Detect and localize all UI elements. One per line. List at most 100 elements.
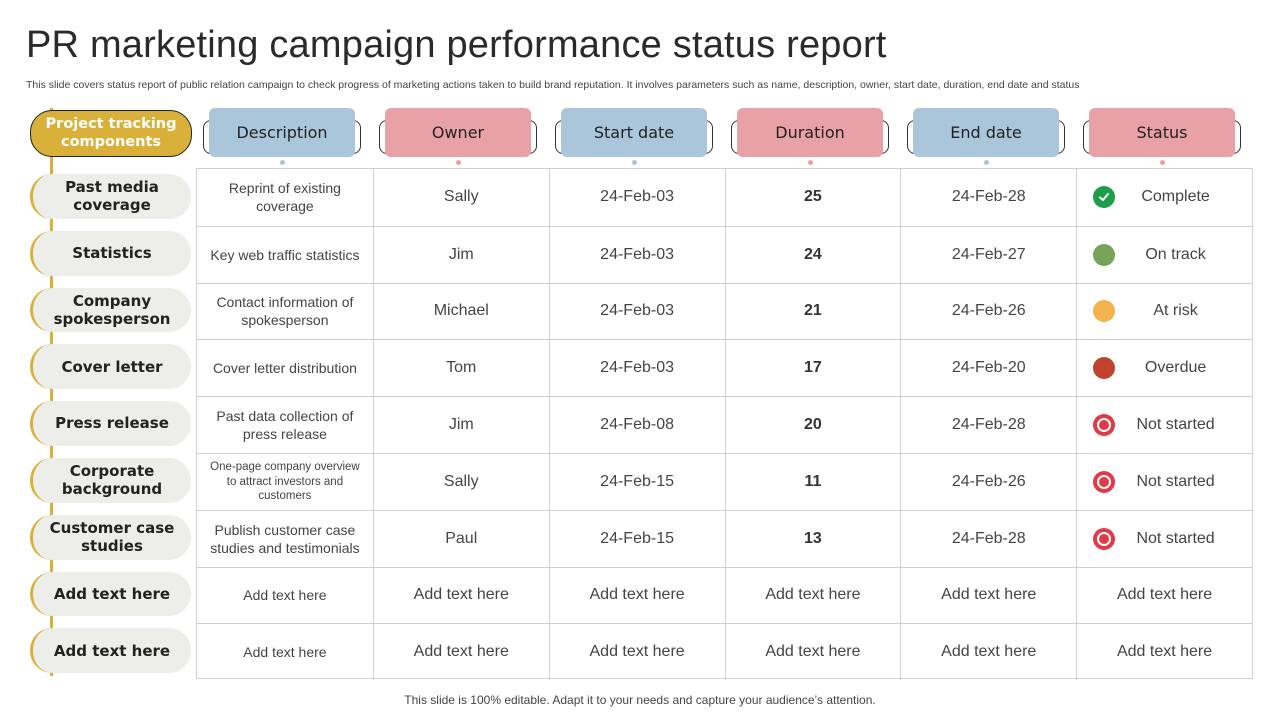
cell-duration: 17	[724, 340, 901, 397]
cell-duration: 13	[724, 510, 901, 567]
header-dot	[280, 160, 285, 165]
table-row: Past data collection of press release Jim…	[197, 396, 1252, 453]
cell-owner: Jim	[372, 226, 549, 283]
cell-duration: 11	[724, 454, 901, 510]
column-header-status: Status	[1083, 108, 1241, 165]
cell-duration: 20	[724, 397, 901, 453]
cell-status: Not started	[1076, 397, 1252, 453]
column-header-owner: Owner	[379, 108, 537, 165]
rail-item: Statistics	[30, 230, 191, 276]
rail-item: Past media coverage	[30, 174, 191, 219]
cell-end: 24-Feb-27	[900, 226, 1076, 283]
cell-end: Add text here	[900, 567, 1076, 624]
cell-start: 24-Feb-03	[548, 340, 725, 397]
cell-status: Not started	[1076, 510, 1252, 567]
cell-owner: Paul	[372, 510, 549, 567]
header-dot	[984, 160, 989, 165]
record-icon	[1093, 414, 1116, 437]
cell-description: Contact information of spokesperson	[216, 294, 354, 329]
cell-start: 24-Feb-15	[548, 510, 725, 567]
cell-start: 24-Feb-03	[548, 226, 725, 283]
cell-status: On track	[1076, 226, 1252, 283]
table-row: Add text here Add text here Add text here A…	[197, 566, 1252, 624]
header-label: Owner	[385, 108, 531, 157]
status-label: Not started	[1136, 416, 1215, 434]
table-row: Contact information of spokesperson Micha…	[197, 282, 1252, 340]
page-title: PR marketing campaign performance status…	[26, 24, 887, 66]
cell-description: Cover letter distribution	[212, 360, 357, 377]
column-header-end-date: End date	[907, 108, 1065, 165]
record-icon	[1093, 470, 1116, 493]
cell-status: Not started	[1076, 454, 1252, 510]
header-dot	[1160, 160, 1165, 165]
table-row: Key web traffic statistics Jim 24-Feb-03 24…	[197, 225, 1252, 283]
header-label: Status	[1089, 108, 1235, 157]
cell-owner: Michael	[372, 283, 549, 340]
check-icon	[1093, 186, 1116, 209]
cell-end: 24-Feb-20	[900, 340, 1076, 397]
cell-start: Add text here	[548, 567, 725, 624]
rail-item: Cover letter	[30, 344, 191, 390]
cell-owner: Add text here	[372, 567, 549, 624]
header-dot	[456, 160, 461, 165]
header-label: Start date	[561, 108, 707, 157]
table-row: Publish customer case studies and testim…	[197, 509, 1252, 567]
cell-owner: Tom	[372, 340, 549, 397]
cell-duration: 25	[724, 169, 901, 226]
status-label: Overdue	[1144, 359, 1207, 377]
cell-end: 24-Feb-28	[900, 397, 1076, 453]
cell-description: Key web traffic statistics	[210, 246, 360, 263]
red-dot-icon	[1093, 357, 1116, 380]
cell-owner: Add text here	[372, 624, 549, 681]
cell-description: One-page company overview to attract inv…	[210, 461, 360, 503]
rail-item: Corporate background	[30, 458, 191, 503]
status-table: Reprint of existing coverage Sally 24-Feb-…	[196, 168, 1253, 681]
cell-start: 24-Feb-08	[548, 397, 725, 453]
status-label: On track	[1145, 245, 1206, 263]
cell-owner: Jim	[372, 397, 549, 453]
header-label: End date	[913, 108, 1059, 157]
amber-dot-icon	[1093, 300, 1116, 323]
cell-owner: Sally	[372, 454, 549, 510]
cell-end: 24-Feb-28	[900, 510, 1076, 567]
header-dot	[632, 160, 637, 165]
header-label: Duration	[737, 108, 883, 157]
footer-note: This slide is 100% editable. Adapt it to…	[404, 693, 876, 707]
table-row: One-page company overview to attract inv…	[197, 453, 1252, 510]
cell-status: Add text here	[1076, 624, 1252, 681]
cell-start: 24-Feb-03	[548, 169, 725, 226]
table-row: Cover letter distribution Tom 24-Feb-03 17 2…	[197, 339, 1252, 397]
cell-duration: 24	[724, 226, 901, 283]
cell-duration: Add text here	[724, 567, 901, 624]
status-label: At risk	[1153, 302, 1198, 320]
cell-duration: Add text here	[724, 624, 901, 681]
cell-description: Past data collection of press release	[216, 407, 354, 443]
cell-start: 24-Feb-03	[548, 283, 725, 340]
status-label: Complete	[1141, 188, 1210, 206]
header-dot	[808, 160, 813, 165]
cell-description: Add text here	[243, 587, 327, 604]
rail-item: Press release	[30, 401, 191, 446]
column-header-duration: Duration	[731, 108, 889, 165]
rail-item: Company spokesperson	[30, 287, 191, 333]
cell-status: At risk	[1076, 283, 1252, 340]
cell-start: 24-Feb-15	[548, 454, 725, 510]
column-header-description: Description	[203, 108, 361, 165]
rail-line	[50, 108, 53, 676]
rail-header: Project tracking components	[30, 110, 192, 157]
cell-end: 24-Feb-26	[900, 454, 1076, 510]
cell-start: Add text here	[548, 624, 725, 681]
table-row: Add text here Add text here Add text here A…	[197, 623, 1252, 681]
table-row: Reprint of existing coverage Sally 24-Feb-…	[197, 169, 1252, 226]
rail-item: Customer case studies	[30, 514, 191, 560]
rail-item: Add text here	[30, 571, 191, 617]
header-label: Description	[209, 108, 355, 157]
cell-end: Add text here	[900, 624, 1076, 681]
cell-owner: Sally	[372, 169, 549, 226]
cell-description: Reprint of existing coverage	[228, 180, 341, 215]
column-header-start-date: Start date	[555, 108, 713, 165]
cell-description: Add text here	[243, 644, 327, 661]
cell-duration: 21	[724, 283, 901, 340]
status-label: Not started	[1136, 529, 1215, 547]
status-label: Not started	[1136, 472, 1215, 490]
